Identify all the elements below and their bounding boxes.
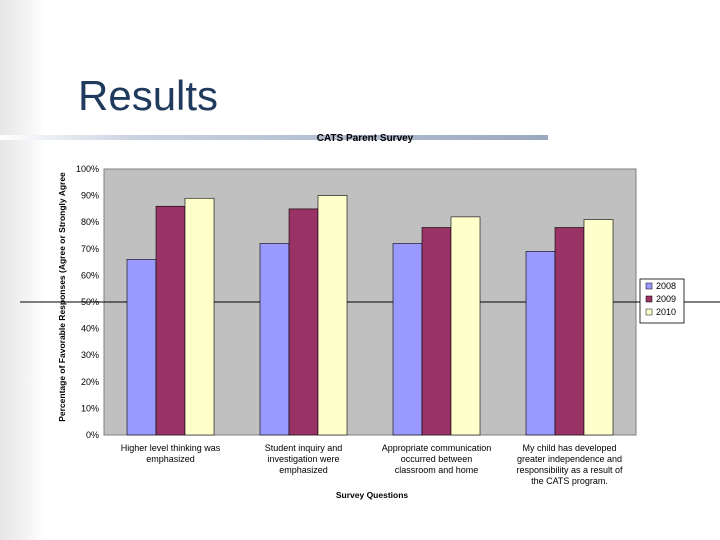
bar-2010 [184,197,215,436]
legend: 2008 2009 2010 [639,278,685,324]
bar-2010 [317,195,348,436]
x-axis-label: Survey Questions [336,490,409,500]
bar-2009 [421,227,452,436]
bar-2008 [259,243,290,436]
y-tick-label: 10% [81,403,99,413]
y-tick-label: 60% [81,270,99,280]
bar-2009 [554,227,585,436]
bar-2008 [525,251,556,436]
y-tick-label: 70% [81,244,99,254]
legend-swatch-2010 [645,308,653,316]
legend-label-2008: 2008 [656,281,676,291]
category-label: Appropriate communication occurred betwee… [382,443,492,475]
bar-2010 [450,216,481,436]
category-label: Student inquiry and investigation were emp… [265,443,343,475]
legend-swatch-2008 [645,282,653,290]
bar-2009 [155,205,186,436]
title-underline [0,135,548,140]
legend-label-2009: 2009 [656,294,676,304]
y-tick-label: 40% [81,324,99,334]
legend-swatch-2009 [645,295,653,303]
bar-2009 [288,208,319,436]
y-tick-label: 20% [81,377,99,387]
y-tick-label: 90% [81,191,99,201]
legend-label-2010: 2010 [656,307,676,317]
y-tick-label: 100% [76,164,99,174]
bar-2008 [126,259,157,436]
y-axis-label: Percentage of Favorable Responses (Agree… [57,172,67,422]
chart-title: CATS Parent Survey [316,133,414,144]
bar-2008 [392,243,423,436]
category-label: My child has developed greater independen… [516,443,623,486]
slide-title: Results [78,72,219,119]
decorative-left-band [0,0,44,540]
y-tick-label: 50% [81,297,99,307]
category-label: Higher level thinking was emphasized [121,443,221,464]
y-tick-label: 80% [81,217,99,227]
y-tick-label: 30% [81,350,99,360]
y-tick-label: 0% [86,430,99,440]
bar-2010 [583,219,614,436]
